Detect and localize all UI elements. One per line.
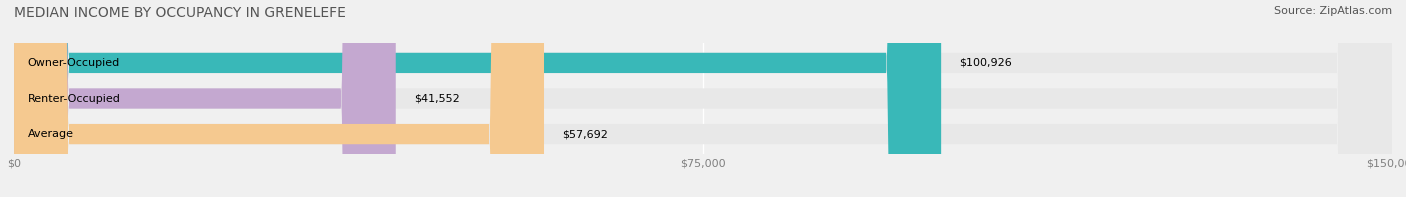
FancyBboxPatch shape bbox=[14, 0, 544, 197]
Text: $57,692: $57,692 bbox=[562, 129, 609, 139]
Text: MEDIAN INCOME BY OCCUPANCY IN GRENELEFE: MEDIAN INCOME BY OCCUPANCY IN GRENELEFE bbox=[14, 6, 346, 20]
FancyBboxPatch shape bbox=[14, 0, 1392, 197]
Text: Renter-Occupied: Renter-Occupied bbox=[28, 94, 121, 103]
Text: Source: ZipAtlas.com: Source: ZipAtlas.com bbox=[1274, 6, 1392, 16]
Text: Owner-Occupied: Owner-Occupied bbox=[28, 58, 120, 68]
FancyBboxPatch shape bbox=[14, 0, 1392, 197]
Text: Average: Average bbox=[28, 129, 75, 139]
FancyBboxPatch shape bbox=[14, 0, 395, 197]
FancyBboxPatch shape bbox=[14, 0, 1392, 197]
Text: $100,926: $100,926 bbox=[959, 58, 1012, 68]
FancyBboxPatch shape bbox=[14, 0, 941, 197]
Text: $41,552: $41,552 bbox=[415, 94, 460, 103]
